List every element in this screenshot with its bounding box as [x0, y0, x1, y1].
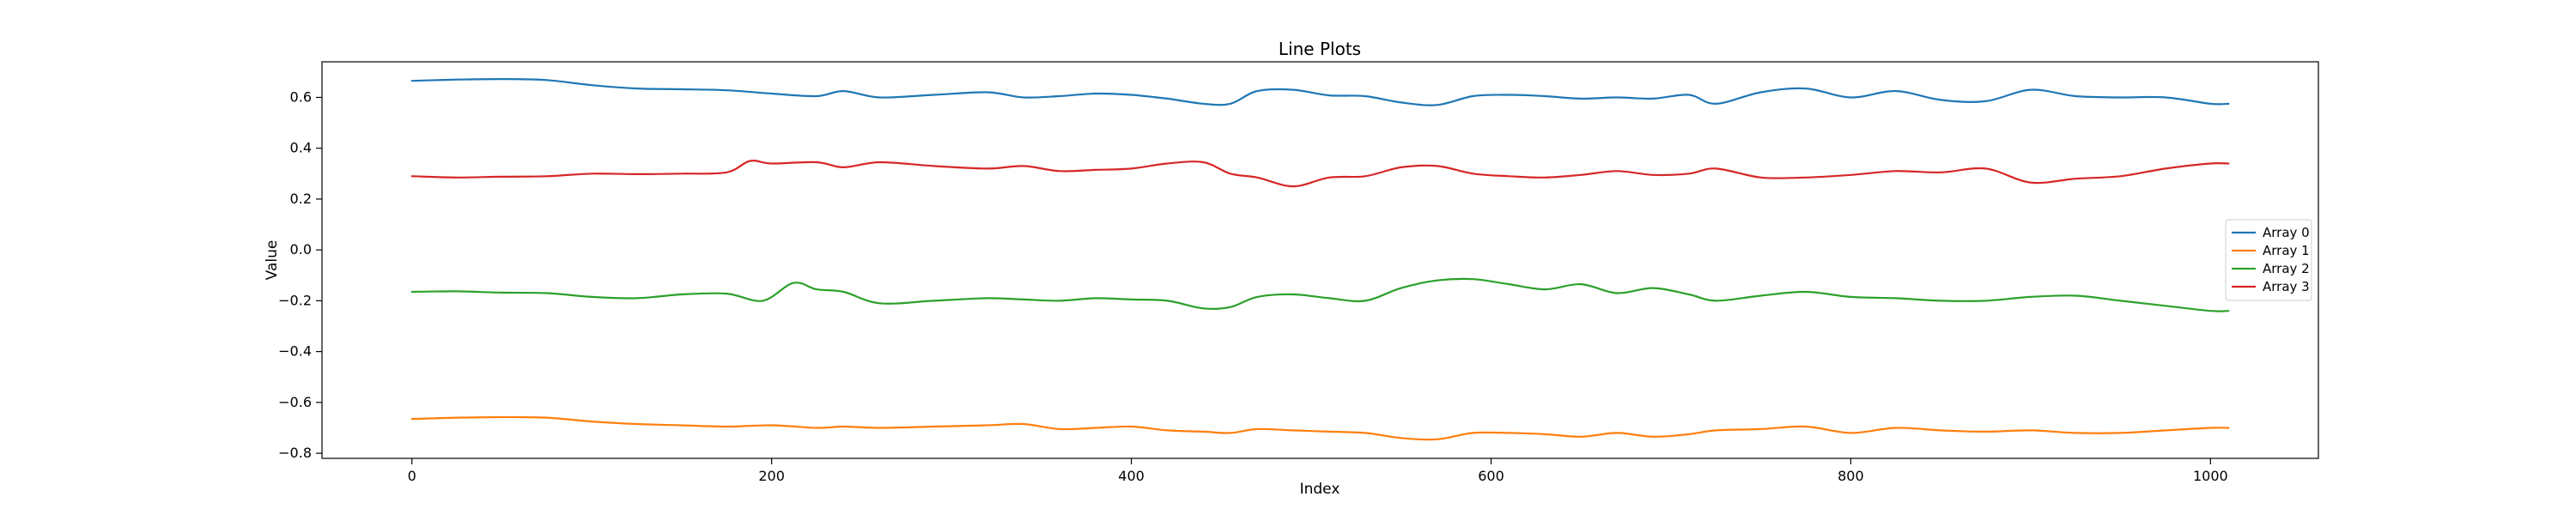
legend-label: Array 3: [2263, 279, 2310, 294]
x-tick-label: 200: [758, 468, 785, 484]
x-tick-label: 600: [1478, 468, 1504, 484]
y-tick-label: 0.6: [290, 88, 312, 105]
y-tick-label: −0.8: [278, 445, 312, 461]
x-tick-label: 1000: [2193, 468, 2228, 484]
plot-area: [322, 62, 2318, 458]
y-tick-label: 0.4: [290, 140, 312, 156]
legend-label: Array 0: [2263, 225, 2310, 240]
series-layer: [410, 77, 2230, 441]
x-axis-label: Index: [1300, 481, 1340, 498]
y-tick-label: −0.4: [278, 343, 312, 360]
plot-frame: [321, 61, 2319, 459]
legend-label: Array 2: [2263, 261, 2310, 276]
series-line-array-2: [410, 277, 2230, 312]
y-axis-ticks: −0.8 −0.6 −0.4 −0.2 0.0 0.2 0.4 0.6: [278, 88, 322, 461]
legend: Array 0 Array 1 Array 2 Array 3: [2225, 219, 2312, 301]
y-tick-label: 0.0: [290, 241, 312, 258]
x-tick-label: 400: [1118, 468, 1145, 484]
y-axis-label: Value: [264, 240, 281, 281]
series-line-array-0: [410, 77, 2230, 106]
series-line-array-3: [410, 160, 2230, 188]
y-tick-label: −0.6: [278, 394, 312, 410]
series-line-array-1: [410, 415, 2230, 441]
y-tick-label: −0.2: [278, 292, 312, 308]
x-tick-label: 800: [1838, 468, 1864, 484]
legend-box: [2225, 219, 2312, 301]
y-tick-label: 0.2: [290, 191, 312, 207]
chart-title: Line Plots: [1279, 39, 1361, 59]
x-tick-label: 0: [408, 468, 416, 484]
x-axis-ticks: 0 200 400 600 800 1000: [408, 458, 2228, 484]
legend-label: Array 1: [2263, 243, 2310, 258]
